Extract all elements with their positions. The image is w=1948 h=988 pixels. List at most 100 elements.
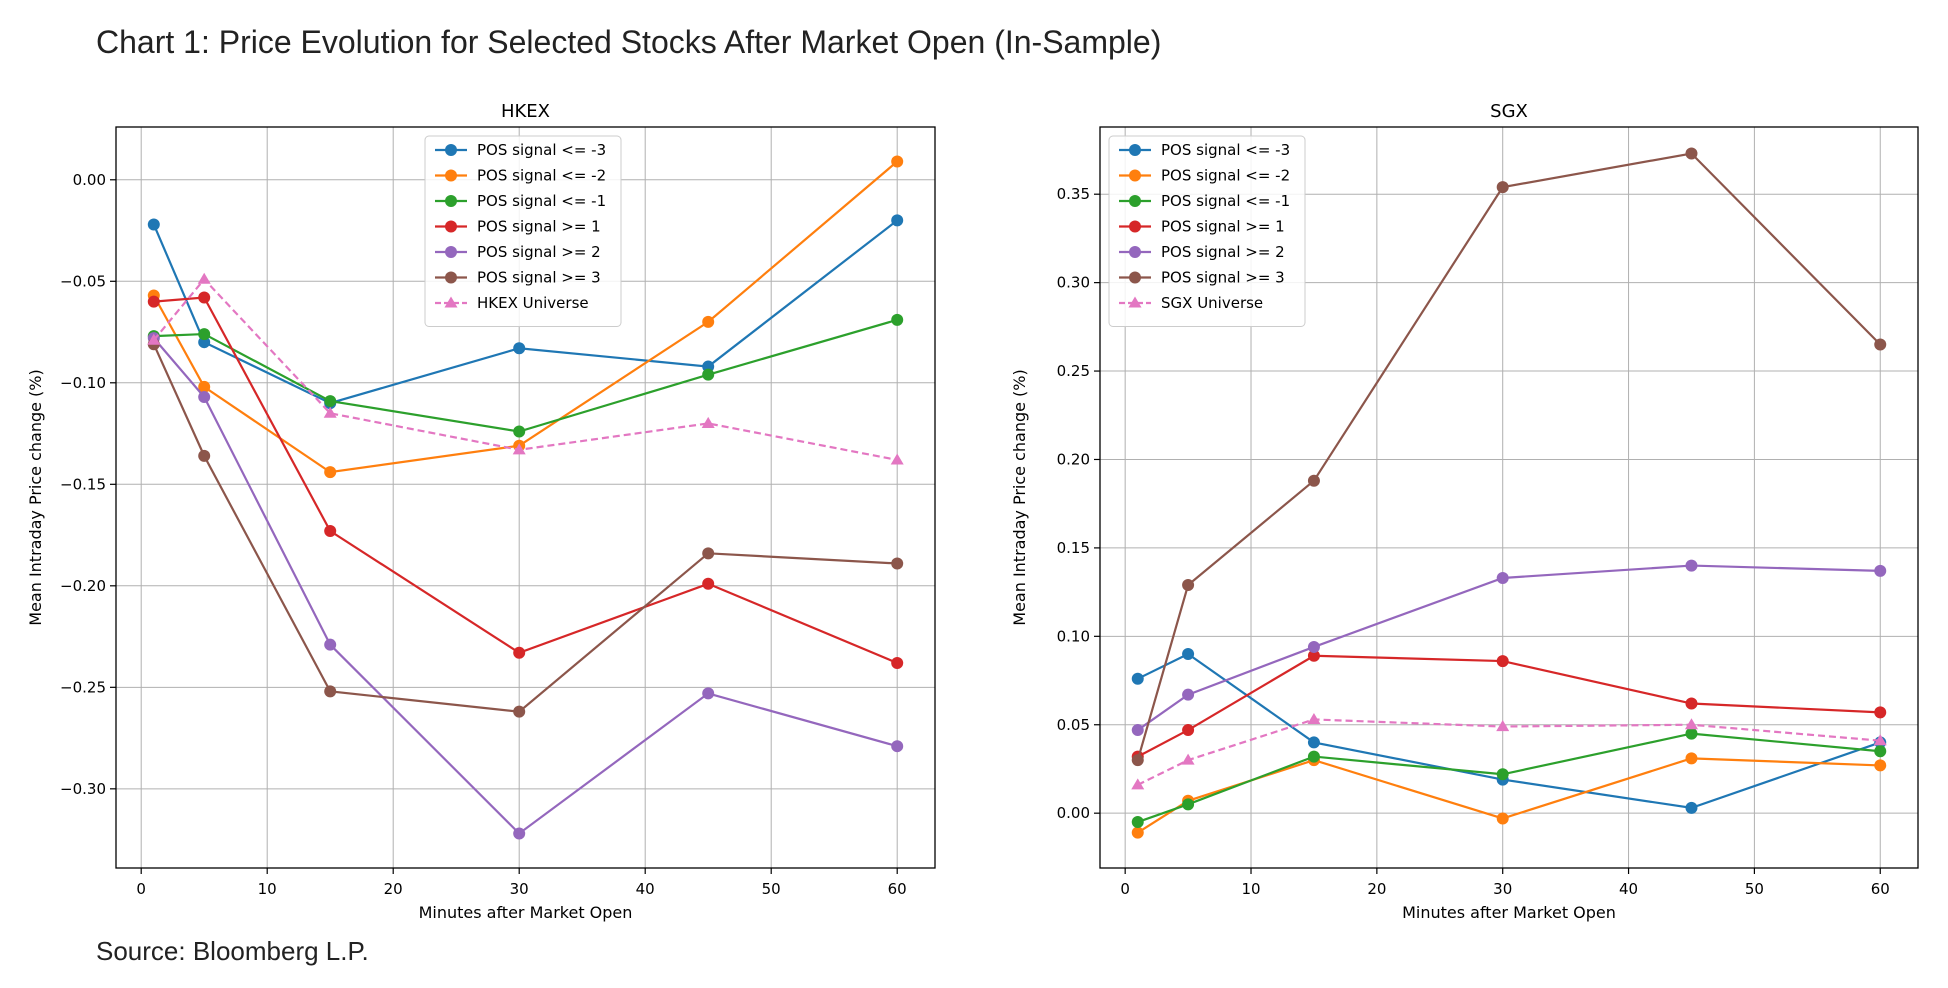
x-tick-label: 10 — [258, 880, 277, 898]
legend-entry: POS signal <= -2 — [477, 167, 606, 185]
y-tick-label: 0.20 — [1057, 450, 1090, 468]
data-point — [147, 333, 161, 345]
legend-swatch-marker — [1129, 271, 1141, 284]
data-point — [1685, 752, 1698, 765]
y-tick-label: 0.25 — [1057, 362, 1090, 380]
data-point — [324, 524, 337, 537]
data-point — [1874, 706, 1887, 719]
x-tick-label: 50 — [1745, 880, 1764, 898]
x-tick-label: 10 — [1241, 880, 1260, 898]
series-line — [1137, 757, 1881, 834]
data-point — [1307, 712, 1321, 724]
series-line — [1137, 718, 1881, 786]
y-tick-label: 0.15 — [1057, 539, 1090, 557]
data-point — [324, 466, 337, 479]
data-point — [198, 291, 211, 304]
legend-entry: POS signal <= -1 — [1161, 192, 1290, 210]
legend-entry: POS signal <= -1 — [477, 192, 606, 210]
data-point — [1131, 672, 1144, 685]
data-point — [198, 328, 211, 341]
legend-swatch-marker — [445, 246, 457, 258]
legend-swatch-marker — [445, 144, 457, 156]
data-point — [1131, 724, 1144, 737]
legend-swatch-marker — [1129, 220, 1141, 233]
x-axis-label: Minutes after Market Open — [419, 903, 633, 922]
legend-entry: POS signal >= 1 — [1161, 218, 1285, 236]
data-point — [1307, 750, 1320, 763]
legend-entry: POS signal <= -3 — [477, 141, 606, 159]
y-tick-label: 0.05 — [1057, 716, 1090, 734]
data-point — [513, 646, 526, 659]
data-point — [512, 443, 526, 455]
data-point — [891, 214, 904, 227]
y-tick-label: −0.30 — [60, 780, 106, 798]
legend-swatch-marker — [1129, 144, 1141, 156]
legend-swatch-marker — [445, 169, 457, 182]
series-line — [1137, 564, 1881, 731]
x-tick-label: 40 — [636, 880, 655, 898]
data-point — [891, 557, 904, 570]
x-axis-label: Minutes after Market Open — [1402, 903, 1616, 922]
data-point — [1685, 801, 1698, 814]
legend-entry: POS signal >= 1 — [477, 218, 601, 236]
data-point — [1496, 720, 1510, 732]
data-point — [324, 638, 337, 651]
panel-title: HKEX — [501, 101, 550, 122]
data-point — [1182, 688, 1195, 701]
data-point — [1181, 753, 1195, 765]
series-line — [1136, 152, 1882, 761]
y-axis-label: Mean Intraday Price change (%) — [26, 369, 45, 625]
series-line — [1137, 652, 1881, 809]
y-tick-label: 0.30 — [1057, 274, 1090, 292]
legend-entry: POS signal >= 3 — [477, 269, 601, 287]
data-point — [1496, 571, 1509, 584]
plot-frame — [1099, 126, 1919, 869]
y-tick-label: 0.00 — [1057, 804, 1090, 822]
data-point — [702, 687, 715, 700]
y-tick-label: −0.15 — [60, 475, 106, 493]
data-point — [198, 380, 211, 393]
data-point — [1131, 826, 1144, 839]
data-point — [147, 218, 160, 231]
data-point — [1496, 181, 1509, 194]
y-tick-label: −0.05 — [60, 272, 106, 290]
data-point — [1307, 736, 1320, 749]
legend-entry: SGX Universe — [1161, 294, 1263, 312]
panel-title: SGX — [1490, 101, 1528, 122]
data-point — [513, 705, 526, 718]
data-point — [702, 315, 715, 328]
data-point — [513, 342, 526, 355]
series-line — [152, 160, 898, 474]
data-point — [1496, 768, 1509, 781]
data-point — [891, 740, 904, 753]
data-point — [513, 425, 526, 438]
data-point — [891, 313, 904, 326]
series-line — [152, 219, 898, 405]
data-point — [147, 295, 160, 308]
data-point — [1182, 724, 1195, 737]
data-point — [1874, 564, 1887, 577]
legend-swatch-marker — [445, 220, 457, 233]
data-point — [1307, 649, 1320, 662]
data-point — [1496, 812, 1509, 825]
data-point — [1182, 798, 1195, 811]
data-point — [1685, 559, 1698, 572]
data-point — [1131, 754, 1144, 767]
data-point — [702, 368, 715, 381]
x-tick-label: 0 — [136, 880, 146, 898]
data-point — [198, 449, 211, 462]
data-point — [1685, 727, 1698, 740]
data-point — [702, 547, 715, 560]
series-line — [1137, 732, 1881, 824]
data-point — [891, 656, 904, 669]
data-point — [1874, 759, 1887, 772]
data-point — [1873, 734, 1887, 746]
legend: POS signal <= -3 POS signal <= -2 POS sign… — [1108, 135, 1306, 327]
legend-swatch-marker — [444, 296, 458, 308]
data-point — [702, 577, 715, 590]
x-tick-label: 30 — [1493, 880, 1512, 898]
legend-swatch-marker — [1128, 296, 1142, 308]
data-point — [324, 395, 337, 408]
data-point — [1182, 648, 1195, 661]
